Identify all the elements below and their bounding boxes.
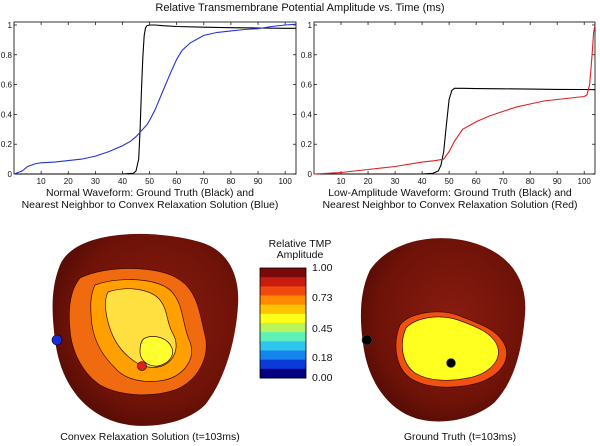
series-line [313,24,596,175]
y-tick-label: 1 [8,21,13,30]
colorbar-tick-label: 0.18 [312,352,333,365]
contour-level-bright-yellow [139,336,174,367]
colorbar-segment [260,304,306,315]
colorbar-tick-label: 0.45 [312,322,333,335]
x-tick-label: 60 [472,177,481,186]
x-tick-label: 90 [553,177,562,186]
ground-truth-heart [360,238,526,422]
x-tick-label: 100 [578,177,592,186]
colorbar-segment [260,323,306,333]
colorbar [259,267,307,379]
colorbar-segment [260,286,306,296]
normal-waveform-chart: 10 20 30 40 50 60 70 80 90 100 0 0.2 0.4 0.6 0.8 1 [1,21,297,186]
colorbar-title-line: Relative TMP [268,238,332,250]
y-tick-label: 0.8 [301,51,313,60]
y-tick-label: 0 [8,170,13,179]
blue-marker [51,334,63,346]
x-tick-label: 20 [64,177,73,186]
plot-frame [313,21,596,175]
colorbar-tick-label: 0.73 [312,291,333,304]
x-tick-label: 70 [199,177,208,186]
chart-caption-normal: Normal Waveform: Ground Truth (Black) an… [0,187,300,211]
y-tick-label: 1 [308,21,313,30]
colorbar-tick-label: 1.00 [312,262,333,274]
x-tick-label: 60 [172,177,181,186]
plot-frame [13,21,297,175]
colorbar-segment [260,277,306,287]
caption-line: Nearest Neighbor to Convex Relaxation So… [322,199,578,211]
colorbar-segment [260,350,306,361]
y-tick-label: 0.8 [1,51,13,60]
convex-relaxation-heart [51,233,239,426]
chart-caption-low-amplitude: Low-Amplitude Waveform: Ground Truth (Bl… [300,187,600,211]
colorbar-title-line: Amplitude [276,249,324,261]
colorbar-title: Relative TMP Amplitude [248,239,352,261]
colorbar-segment [260,368,306,379]
y-tick-label: 0.2 [301,140,313,149]
heart-caption-right: Ground Truth (t=103ms) [403,431,517,443]
x-tick-label: 40 [118,177,127,186]
heart-panels [51,233,526,426]
series-line [14,24,296,175]
y-tick-label: 0.4 [301,110,313,119]
red-marker [137,361,147,371]
x-tick-label: 80 [526,177,535,186]
colorbar-segment [260,313,306,324]
contour-inner [401,316,499,381]
low-amplitude-waveform-chart: 10 20 30 40 50 60 70 80 90 100 0 0.2 0.4 0.6 0.8 1 [301,21,596,186]
x-tick-label: 70 [499,177,508,186]
series-line [314,87,596,175]
colorbar-frame [259,267,307,379]
x-tick-label: 10 [37,177,46,186]
black-marker [361,334,373,346]
x-tick-label: 30 [391,177,400,186]
colorbar-segment [260,359,306,370]
x-tick-label: 100 [278,177,292,186]
x-tick-label: 50 [445,177,454,186]
colorbar-segment [260,268,306,278]
y-tick-label: 0.4 [1,110,13,119]
figure-title: Relative Transmembrane Potential Amplitu… [155,2,445,14]
caption-line: Low-Amplitude Waveform: Ground Truth (Bl… [328,187,572,199]
colorbar-segment [260,341,306,351]
y-tick-label: 0.6 [1,81,13,90]
colorbar-tick-label: 0.00 [312,372,333,384]
x-tick-label: 50 [145,177,154,186]
x-tick-label: 10 [337,177,346,186]
heart-caption-left: Convex Relaxation Solution (t=103ms) [60,431,240,443]
x-tick-label: 20 [364,177,373,186]
x-tick-label: 30 [91,177,100,186]
colorbar-segment [260,295,306,306]
series-line [13,23,297,175]
y-tick-label: 0 [308,170,313,179]
x-tick-label: 80 [226,177,235,186]
y-tick-label: 0.2 [1,140,13,149]
x-tick-label: 90 [254,177,263,186]
y-tick-label: 0.6 [301,81,313,90]
black-marker [446,358,456,368]
x-tick-label: 40 [418,177,427,186]
caption-line: Nearest Neighbor to Convex Relaxation So… [21,199,279,211]
colorbar-segment [260,332,306,342]
caption-line: Normal Waveform: Ground Truth (Black) an… [46,187,254,199]
